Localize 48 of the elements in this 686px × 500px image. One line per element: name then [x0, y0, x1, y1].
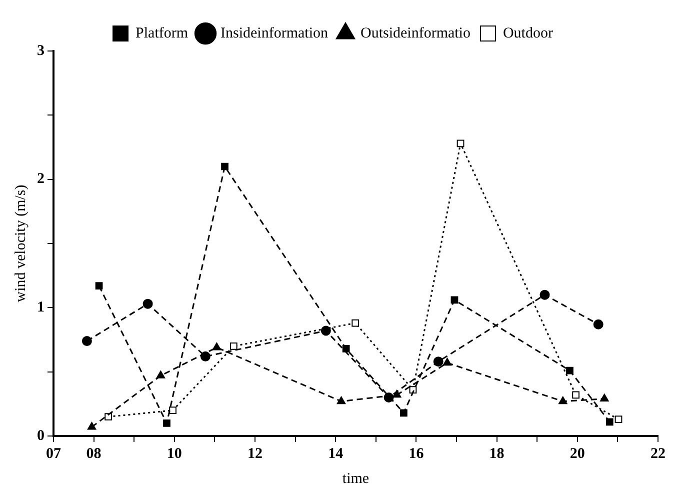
x-tick-label: 10	[166, 446, 182, 462]
x-tick-label: 12	[248, 446, 262, 462]
point	[169, 406, 176, 414]
point	[156, 370, 166, 378]
legend-label: Platform	[136, 25, 188, 42]
point	[352, 319, 360, 327]
point	[200, 351, 210, 362]
legend-label: Insideinformation	[220, 25, 328, 42]
point	[540, 290, 550, 300]
y-tick-label: 0	[37, 428, 44, 444]
point	[614, 416, 622, 423]
x-tick-label: 18	[489, 446, 504, 462]
x-tick-label: 20	[570, 446, 585, 462]
y-tick-label: 1	[37, 300, 44, 316]
x-tick-label: 16	[408, 446, 424, 462]
legend-label: Outdoor	[502, 25, 553, 42]
point	[221, 162, 228, 170]
x-tick-label: 14	[328, 446, 344, 462]
point	[104, 413, 112, 420]
point	[558, 396, 568, 404]
point	[450, 296, 458, 304]
point	[593, 319, 604, 330]
point	[566, 366, 574, 374]
point	[572, 391, 580, 399]
point	[142, 298, 153, 309]
point	[212, 342, 222, 350]
point	[433, 356, 444, 367]
point	[600, 394, 609, 402]
point	[442, 358, 452, 366]
x-tick-label: 07	[46, 446, 62, 462]
point	[95, 282, 103, 290]
point	[82, 336, 92, 346]
point	[230, 342, 238, 350]
x-axis-title: time	[342, 470, 370, 487]
point	[320, 326, 331, 336]
point	[606, 418, 614, 426]
point	[342, 345, 350, 352]
point	[163, 419, 170, 427]
point	[456, 140, 464, 148]
y-tick-label: 3	[37, 42, 44, 59]
point	[336, 396, 346, 404]
y-tick-label: 2	[37, 171, 44, 188]
legend-label: Outsideinformatio	[360, 25, 470, 42]
x-tick-label: 22	[650, 446, 666, 462]
y-axis-title: wind velocity (m/s)	[12, 184, 29, 302]
x-tick-label: 08	[86, 446, 102, 462]
point	[400, 409, 408, 417]
point	[87, 422, 96, 430]
